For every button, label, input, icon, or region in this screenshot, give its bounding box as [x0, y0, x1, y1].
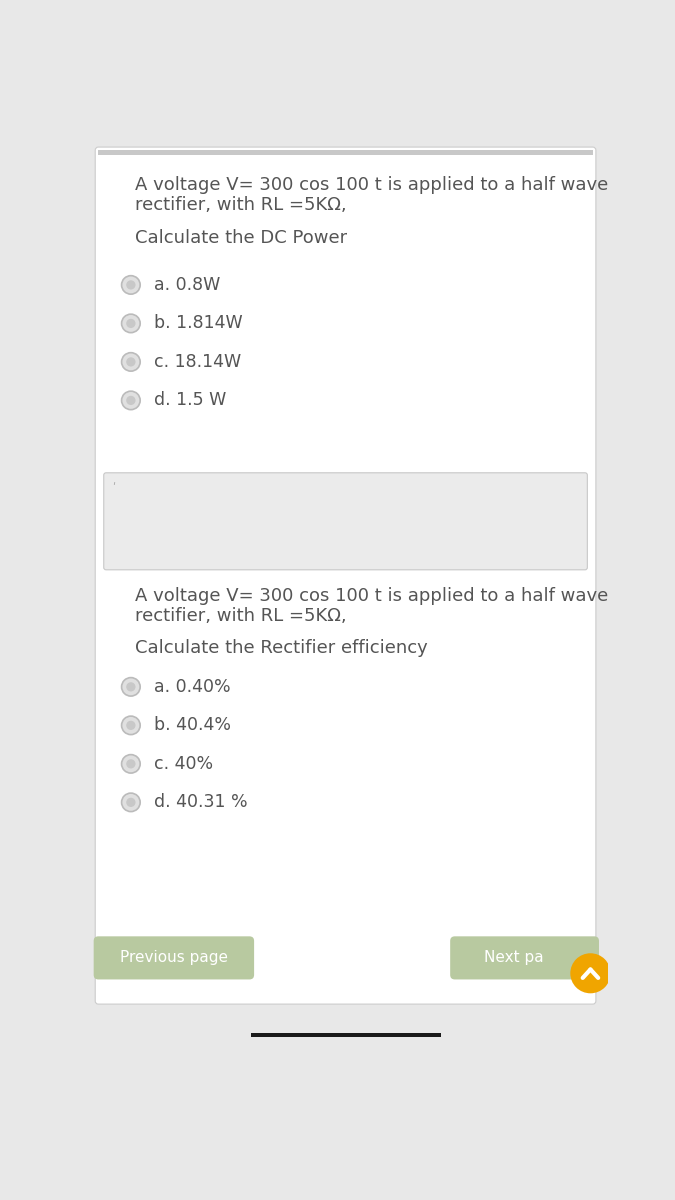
Text: rectifier, with RL =5KΩ,: rectifier, with RL =5KΩ,: [135, 607, 346, 625]
Circle shape: [126, 358, 136, 366]
Circle shape: [122, 391, 140, 409]
Circle shape: [122, 353, 140, 371]
Circle shape: [126, 683, 136, 691]
Text: d. 1.5 W: d. 1.5 W: [154, 391, 226, 409]
Circle shape: [570, 953, 611, 994]
Text: A voltage V= 300 cos 100 t is applied to a half wave: A voltage V= 300 cos 100 t is applied to…: [135, 587, 608, 605]
Circle shape: [126, 319, 136, 328]
FancyBboxPatch shape: [104, 473, 587, 570]
Text: Calculate the Rectifier efficiency: Calculate the Rectifier efficiency: [135, 640, 427, 658]
Text: a. 0.40%: a. 0.40%: [154, 678, 231, 696]
Circle shape: [122, 314, 140, 332]
Circle shape: [122, 793, 140, 811]
Circle shape: [126, 281, 136, 289]
Text: b. 1.814W: b. 1.814W: [154, 314, 243, 332]
Text: c. 40%: c. 40%: [154, 755, 213, 773]
Text: d. 40.31 %: d. 40.31 %: [154, 793, 248, 811]
Text: ʹ: ʹ: [112, 482, 115, 493]
Text: Calculate the DC Power: Calculate the DC Power: [135, 229, 347, 247]
Text: Next pa: Next pa: [483, 950, 543, 965]
Circle shape: [122, 755, 140, 773]
Text: b. 40.4%: b. 40.4%: [154, 716, 231, 734]
Text: Previous page: Previous page: [120, 950, 228, 965]
Text: A voltage V= 300 cos 100 t is applied to a half wave: A voltage V= 300 cos 100 t is applied to…: [135, 176, 608, 194]
Bar: [251, 1033, 441, 1037]
Circle shape: [122, 678, 140, 696]
Circle shape: [126, 721, 136, 730]
Text: a. 0.8W: a. 0.8W: [154, 276, 220, 294]
Circle shape: [126, 760, 136, 768]
Circle shape: [122, 276, 140, 294]
Circle shape: [126, 798, 136, 806]
FancyBboxPatch shape: [95, 148, 596, 1004]
Bar: [99, 150, 593, 155]
Text: rectifier, with RL =5KΩ,: rectifier, with RL =5KΩ,: [135, 197, 346, 215]
Text: c. 18.14W: c. 18.14W: [154, 353, 241, 371]
FancyBboxPatch shape: [450, 936, 599, 979]
Circle shape: [126, 396, 136, 406]
FancyBboxPatch shape: [94, 936, 254, 979]
Circle shape: [122, 716, 140, 734]
